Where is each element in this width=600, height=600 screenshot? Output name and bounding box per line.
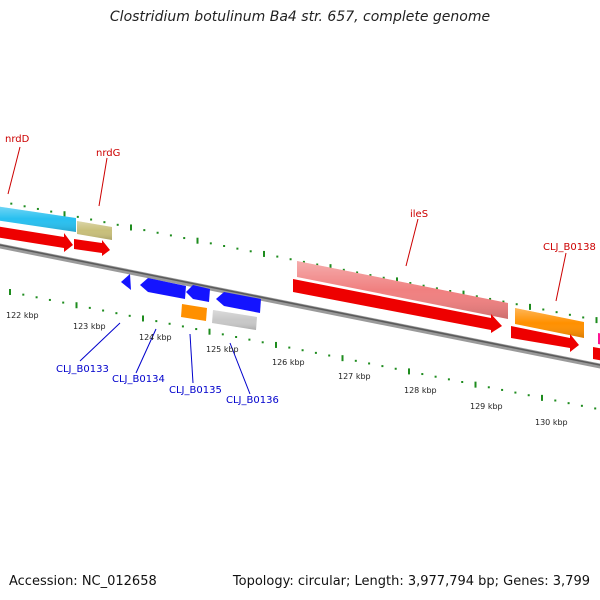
cds-arrow-nrdG — [74, 239, 110, 256]
accession-text: Accession: NC_012658 — [9, 574, 157, 589]
feature-grey-shine — [212, 310, 257, 330]
gene-label-nrdD: nrdD — [5, 134, 30, 145]
gene-label-CLJ_B0136: CLJ_B0136 — [226, 395, 279, 406]
feature-misc-CLJ_B0138-shine — [515, 308, 584, 338]
cds-arrow-CLJ_B0133 — [140, 278, 186, 299]
scale-label-128: 128 kbp — [404, 386, 437, 395]
cds-arrow-CLJ_B0138 — [511, 326, 579, 352]
callout-CLJ_B0136 — [229, 342, 251, 395]
gene-labels: nrdD nrdG ileS CLJ_B0138 CLJ_B0133 CLJ_B… — [5, 134, 596, 406]
gene-label-CLJ_B0135: CLJ_B0135 — [169, 385, 222, 396]
outer-tick-row — [10, 202, 598, 324]
callout-CLJ_B0138 — [555, 252, 567, 302]
gene-label-ileS: ileS — [410, 209, 428, 220]
reverse-features — [121, 274, 261, 330]
backbone — [0, 243, 600, 369]
gene-label-CLJ_B0133: CLJ_B0133 — [56, 364, 109, 375]
scale-label-123: 123 kbp — [73, 322, 106, 331]
scale-label-127: 127 kbp — [338, 372, 371, 381]
cds-arrow-ileS — [293, 279, 502, 333]
map-title: Clostridium botulinum Ba4 str. 657, comp… — [109, 9, 491, 25]
scale-labels: 122 kbp 123 kbp 124 kbp 125 kbp 126 kbp … — [6, 311, 568, 427]
gene-label-CLJ_B0134: CLJ_B0134 — [112, 374, 165, 385]
forward-features — [0, 206, 600, 361]
feature-misc-nrdG-shine — [77, 221, 112, 240]
feature-rna-nrdD-shine — [0, 206, 76, 232]
scale-label-122: 122 kbp — [6, 311, 39, 320]
backbone-line — [0, 243, 600, 369]
callout-CLJ_B0134 — [135, 328, 157, 374]
scale-label-124: 124 kbp — [139, 333, 172, 342]
feature-rrna-ileS-shine — [297, 261, 508, 319]
gene-label-nrdG: nrdG — [96, 148, 120, 159]
backbone-edge — [0, 244, 600, 366]
scale-label-125: 125 kbp — [206, 345, 239, 354]
cds-arrow-CLJ_B0134 — [186, 285, 210, 302]
gene-label-CLJ_B0138: CLJ_B0138 — [543, 242, 596, 253]
callout-ileS — [405, 218, 419, 267]
callout-lines — [7, 146, 567, 395]
scale-label-130: 130 kbp — [535, 418, 568, 427]
scale-label-129: 129 kbp — [470, 402, 503, 411]
cds-arrow-reverse-1 — [121, 274, 131, 290]
cds-arrow-edge — [593, 347, 600, 361]
inner-tick-row — [9, 289, 597, 410]
cds-arrow-CLJ_B0135 — [216, 292, 261, 313]
feature-orange-CLJ_B0135 — [181, 304, 207, 321]
callout-CLJ_B0135 — [189, 333, 194, 384]
callout-CLJ_B0133 — [79, 322, 121, 362]
cds-arrow-nrdD — [0, 226, 73, 252]
callout-nrdG — [98, 157, 108, 207]
callout-nrdD — [7, 146, 21, 195]
scale-label-126: 126 kbp — [272, 358, 305, 367]
genome-summary-text: Topology: circular; Length: 3,977,794 bp… — [232, 574, 590, 589]
